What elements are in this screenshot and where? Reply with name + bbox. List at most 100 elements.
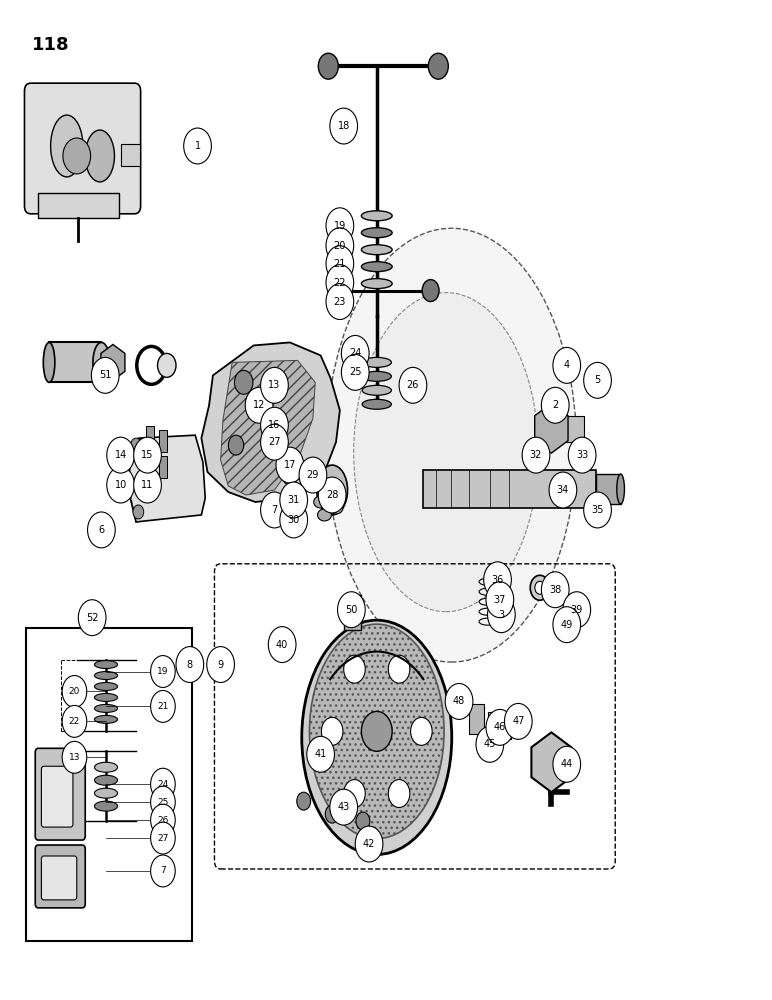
Text: 24: 24 bbox=[157, 780, 168, 789]
Circle shape bbox=[299, 457, 327, 493]
Circle shape bbox=[279, 502, 307, 538]
Ellipse shape bbox=[362, 399, 391, 409]
Text: 17: 17 bbox=[283, 460, 296, 470]
Bar bbox=[423, 470, 596, 508]
Ellipse shape bbox=[93, 342, 110, 382]
Circle shape bbox=[176, 647, 204, 682]
Bar bbox=[120, 144, 140, 166]
Text: 15: 15 bbox=[141, 450, 154, 460]
Ellipse shape bbox=[362, 357, 391, 367]
Ellipse shape bbox=[411, 717, 432, 745]
Ellipse shape bbox=[51, 115, 83, 177]
Text: 7: 7 bbox=[160, 866, 166, 875]
Circle shape bbox=[151, 768, 175, 800]
Circle shape bbox=[553, 746, 581, 782]
Text: 13: 13 bbox=[69, 753, 80, 762]
Text: 19: 19 bbox=[157, 667, 168, 676]
Circle shape bbox=[337, 592, 365, 628]
Ellipse shape bbox=[94, 704, 117, 712]
Circle shape bbox=[130, 438, 141, 452]
Bar bbox=[39, 193, 119, 218]
Circle shape bbox=[318, 53, 338, 79]
Circle shape bbox=[276, 447, 303, 483]
Text: 18: 18 bbox=[337, 121, 350, 131]
Ellipse shape bbox=[317, 465, 347, 515]
Text: 39: 39 bbox=[571, 605, 583, 615]
Ellipse shape bbox=[327, 228, 577, 662]
Circle shape bbox=[134, 467, 161, 503]
Text: 20: 20 bbox=[69, 687, 80, 696]
Circle shape bbox=[335, 280, 352, 302]
Circle shape bbox=[341, 354, 369, 390]
Ellipse shape bbox=[94, 661, 117, 669]
Ellipse shape bbox=[313, 496, 327, 508]
Text: 28: 28 bbox=[326, 490, 338, 500]
Circle shape bbox=[330, 108, 357, 144]
Text: 31: 31 bbox=[287, 495, 300, 505]
FancyBboxPatch shape bbox=[42, 856, 76, 900]
Circle shape bbox=[318, 477, 346, 513]
Text: 33: 33 bbox=[576, 450, 588, 460]
FancyBboxPatch shape bbox=[25, 83, 141, 214]
Circle shape bbox=[445, 683, 473, 719]
Text: 11: 11 bbox=[141, 480, 154, 490]
Text: 30: 30 bbox=[287, 515, 300, 525]
Circle shape bbox=[261, 424, 288, 460]
FancyBboxPatch shape bbox=[36, 748, 85, 840]
Text: 47: 47 bbox=[512, 716, 524, 726]
Bar bbox=[344, 595, 361, 630]
Ellipse shape bbox=[94, 715, 117, 723]
Circle shape bbox=[261, 492, 288, 528]
Circle shape bbox=[341, 335, 369, 371]
Circle shape bbox=[553, 347, 581, 383]
Text: 25: 25 bbox=[157, 798, 168, 807]
Polygon shape bbox=[101, 344, 125, 380]
Circle shape bbox=[326, 265, 354, 301]
Ellipse shape bbox=[85, 130, 114, 182]
Circle shape bbox=[486, 582, 513, 618]
Bar bbox=[26, 628, 192, 941]
Bar bbox=[501, 719, 510, 739]
Circle shape bbox=[522, 437, 550, 473]
Ellipse shape bbox=[354, 293, 538, 612]
Text: 19: 19 bbox=[334, 221, 346, 231]
Circle shape bbox=[151, 855, 175, 887]
Text: 37: 37 bbox=[493, 595, 506, 605]
Circle shape bbox=[486, 709, 513, 745]
Circle shape bbox=[541, 387, 569, 423]
Circle shape bbox=[553, 607, 581, 643]
Circle shape bbox=[330, 789, 357, 825]
Text: 42: 42 bbox=[363, 839, 375, 849]
Circle shape bbox=[134, 437, 161, 473]
Ellipse shape bbox=[329, 502, 343, 514]
Text: 20: 20 bbox=[334, 241, 346, 251]
Text: 29: 29 bbox=[306, 470, 319, 480]
Circle shape bbox=[151, 690, 175, 722]
Text: 8: 8 bbox=[187, 660, 193, 670]
Text: 41: 41 bbox=[314, 749, 327, 759]
Bar bbox=[538, 416, 584, 442]
Circle shape bbox=[63, 741, 86, 773]
Text: 23: 23 bbox=[334, 297, 346, 307]
Circle shape bbox=[584, 492, 611, 528]
Text: 14: 14 bbox=[114, 450, 127, 460]
Ellipse shape bbox=[361, 711, 392, 751]
Text: 44: 44 bbox=[560, 759, 573, 769]
Circle shape bbox=[399, 367, 427, 403]
Circle shape bbox=[151, 656, 175, 687]
Circle shape bbox=[356, 812, 370, 830]
Bar bbox=[596, 474, 621, 504]
Text: 5: 5 bbox=[594, 375, 601, 385]
Ellipse shape bbox=[94, 762, 117, 772]
Circle shape bbox=[151, 822, 175, 854]
Bar bbox=[469, 704, 485, 734]
Ellipse shape bbox=[346, 596, 360, 614]
Circle shape bbox=[269, 627, 296, 663]
Circle shape bbox=[63, 705, 86, 737]
Ellipse shape bbox=[388, 655, 410, 683]
Circle shape bbox=[78, 600, 106, 636]
Circle shape bbox=[151, 786, 175, 818]
Text: 7: 7 bbox=[271, 505, 278, 515]
Polygon shape bbox=[128, 435, 205, 522]
Circle shape bbox=[504, 703, 532, 739]
